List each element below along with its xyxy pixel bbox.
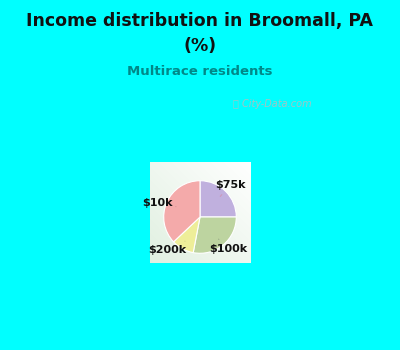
Wedge shape: [164, 181, 200, 242]
Text: $200k: $200k: [149, 241, 187, 255]
Wedge shape: [174, 217, 200, 253]
Text: Multirace residents: Multirace residents: [127, 65, 273, 78]
Text: (%): (%): [184, 37, 216, 55]
Wedge shape: [193, 217, 236, 253]
Wedge shape: [200, 181, 236, 217]
Text: ⓘ City-Data.com: ⓘ City-Data.com: [233, 99, 311, 108]
Text: $100k: $100k: [209, 239, 247, 254]
Text: $10k: $10k: [142, 198, 176, 208]
Text: $75k: $75k: [215, 180, 246, 196]
Text: Income distribution in Broomall, PA: Income distribution in Broomall, PA: [26, 12, 374, 30]
